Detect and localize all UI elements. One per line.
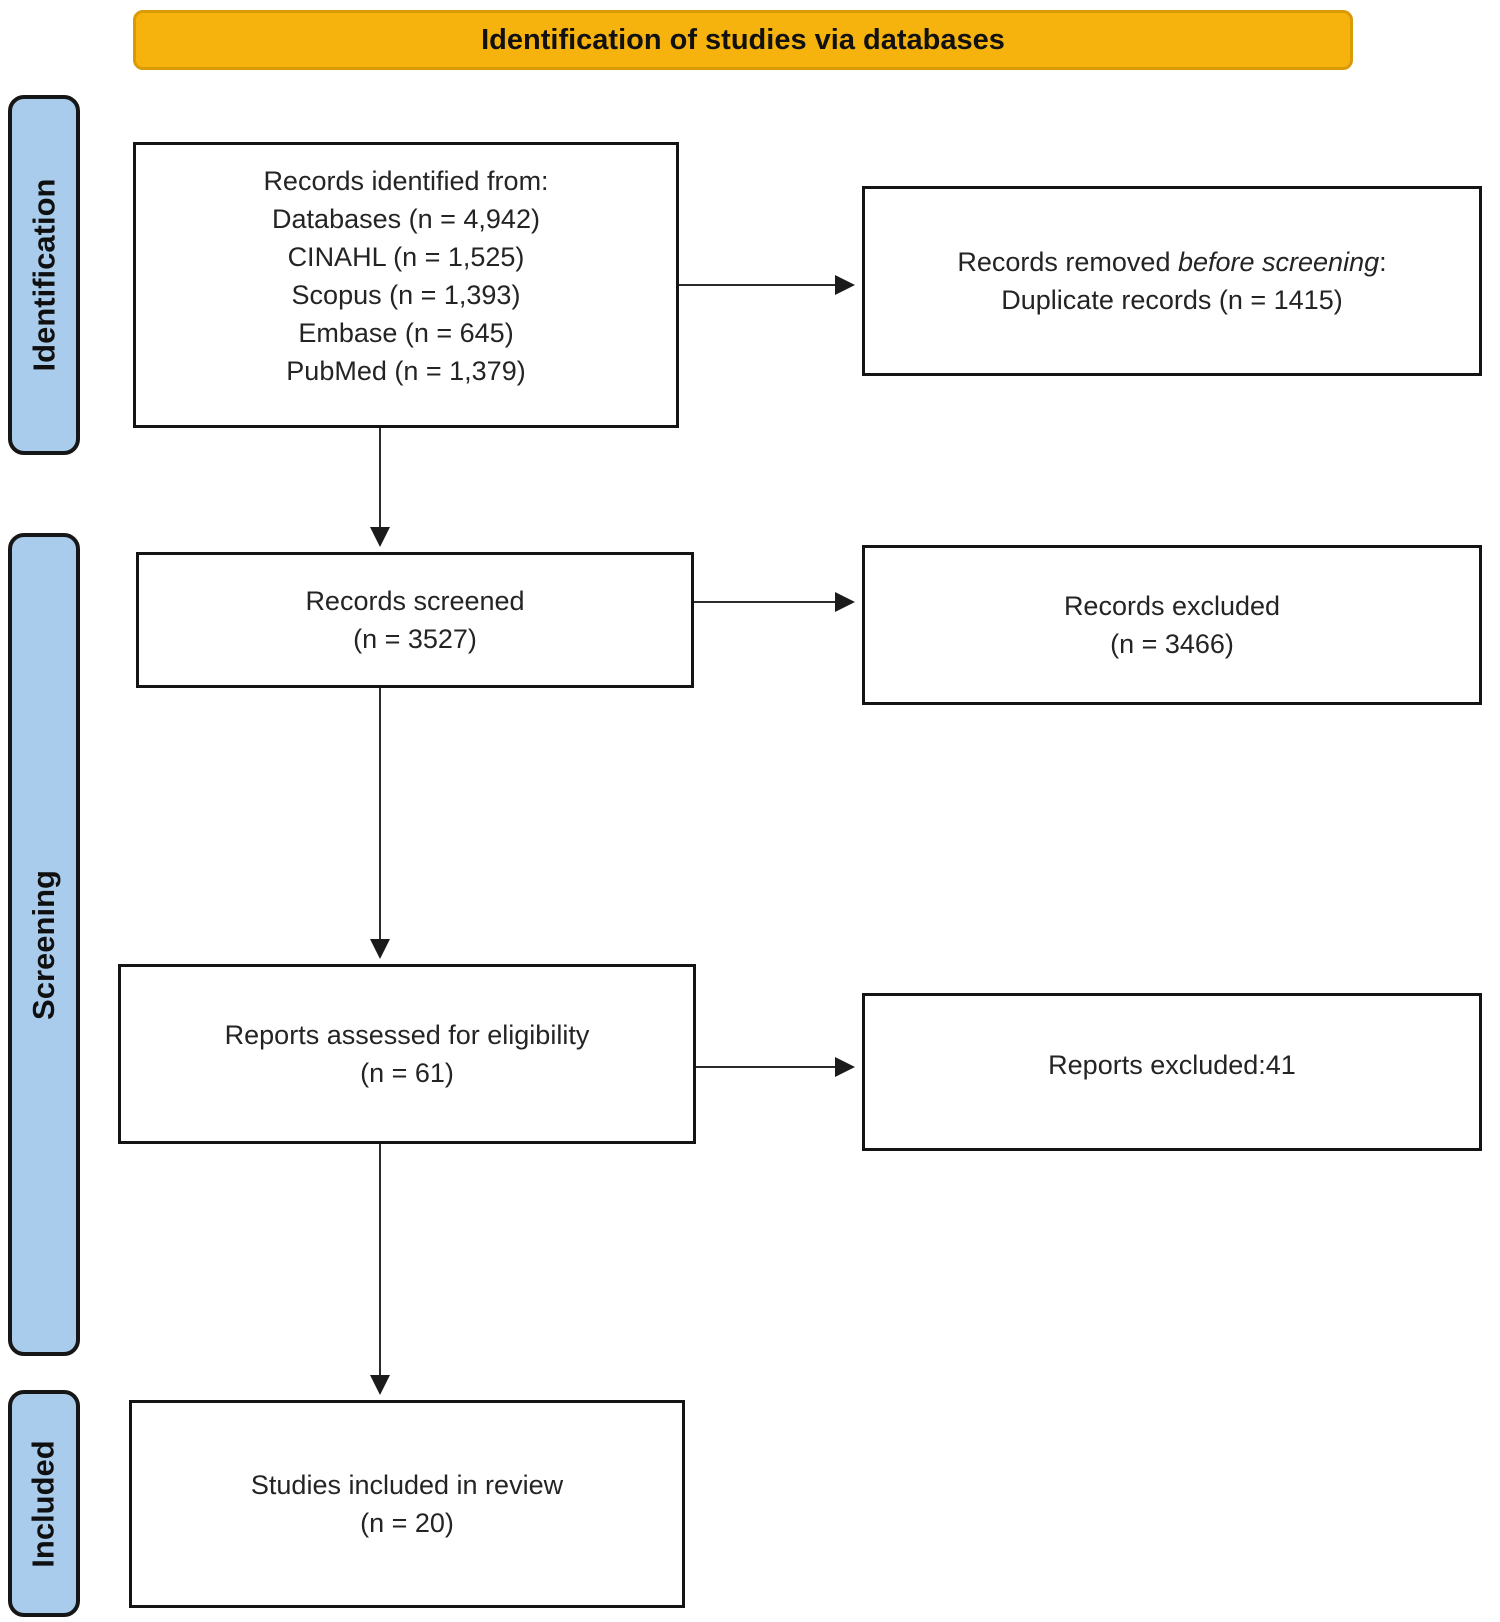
box-records-excluded: Records excluded (n = 3466) [862,545,1482,705]
stage-identification-text: Identification [26,178,62,372]
records-identified-line: Records identified from: [263,166,549,196]
records-removed-suffix: : [1379,247,1387,277]
reports-assessed-line2: (n = 61) [360,1058,454,1088]
studies-included-line1: Studies included in review [250,1470,564,1500]
stage-screening-text: Screening [26,869,62,1020]
reports-excluded-line1: Reports excluded:41 [1048,1050,1296,1080]
records-identified-line: CINAHL (n = 1,525) [287,242,525,272]
box-reports-excluded: Reports excluded:41 [862,993,1482,1151]
box-records-removed-before-screening: Records removed before screening: Duplic… [862,186,1482,376]
stage-label-included: Included [8,1390,80,1617]
records-removed-prefix: Records removed [957,247,1178,277]
records-screened-line2: (n = 3527) [353,624,477,654]
stage-label-identification: Identification [8,95,80,455]
stage-included-text: Included [26,1439,62,1568]
box-records-identified: Records identified from: Databases (n = … [133,142,679,428]
box-reports-assessed-for-eligibility: Reports assessed for eligibility (n = 61… [118,964,696,1144]
stage-label-screening: Screening [8,533,80,1356]
reports-assessed-line1: Reports assessed for eligibility [224,1020,590,1050]
records-screened-line1: Records screened [305,586,525,616]
records-removed-line2: Duplicate records (n = 1415) [1001,285,1343,315]
banner-identification-of-studies: Identification of studies via databases [133,10,1353,70]
banner-label: Identification of studies via databases [481,23,1005,56]
records-identified-line: Scopus (n = 1,393) [291,280,521,310]
records-removed-italic: before screening [1177,247,1380,277]
records-identified-line: PubMed (n = 1,379) [286,356,526,386]
box-records-screened: Records screened (n = 3527) [136,552,694,688]
studies-included-line2: (n = 20) [360,1508,454,1538]
records-identified-line: Databases (n = 4,942) [272,204,540,234]
records-removed-line1: Records removed before screening: [957,243,1386,281]
records-excluded-line1: Records excluded [1063,591,1281,621]
box-studies-included-in-review: Studies included in review (n = 20) [129,1400,685,1608]
records-excluded-line2: (n = 3466) [1110,629,1234,659]
records-identified-line: Embase (n = 645) [298,318,514,348]
